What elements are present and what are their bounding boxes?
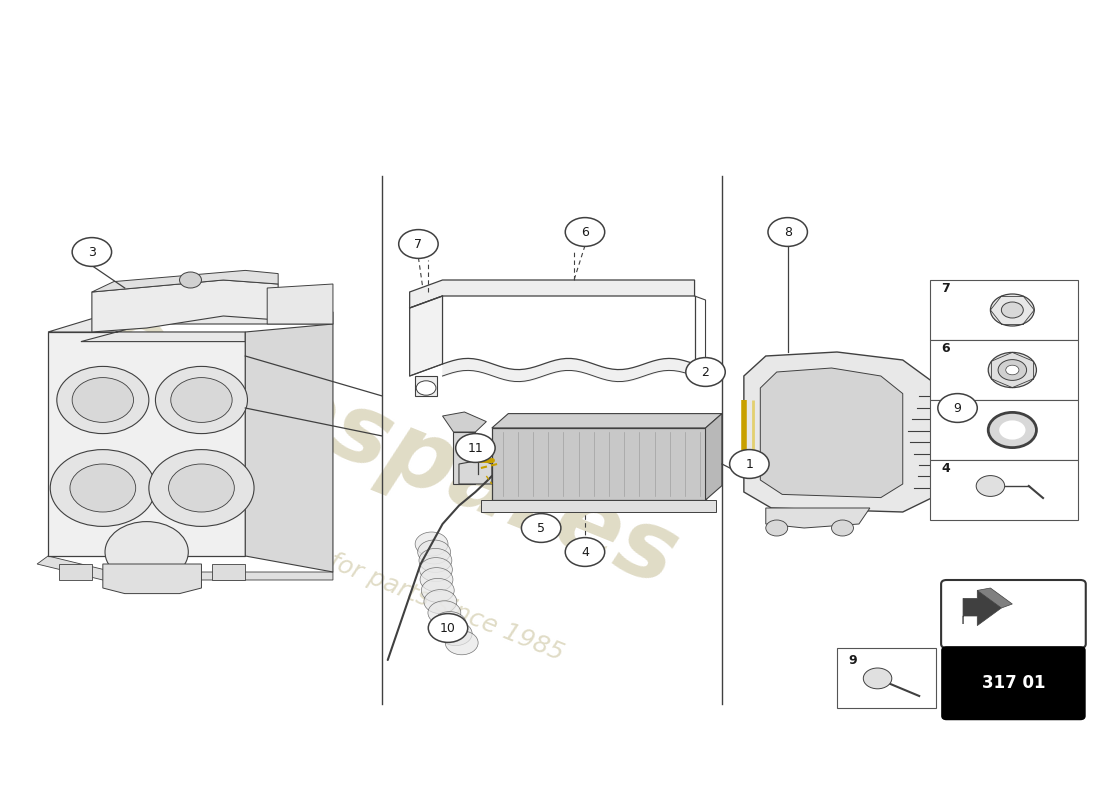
Circle shape [170,378,232,422]
Polygon shape [453,432,475,484]
Circle shape [421,578,454,602]
Circle shape [155,366,248,434]
Text: 1: 1 [746,458,754,470]
Polygon shape [766,508,870,528]
FancyBboxPatch shape [943,647,1085,719]
Polygon shape [59,564,92,580]
Polygon shape [744,352,936,512]
Polygon shape [760,368,903,498]
Polygon shape [409,280,694,308]
Circle shape [428,601,461,625]
Circle shape [73,378,133,422]
Text: 9: 9 [848,654,857,667]
Polygon shape [492,428,705,500]
Circle shape [433,611,466,635]
Circle shape [57,366,149,434]
Polygon shape [977,588,1012,608]
Circle shape [398,230,438,258]
Circle shape [565,538,605,566]
FancyBboxPatch shape [931,340,1078,400]
Text: 2: 2 [702,366,710,378]
FancyBboxPatch shape [931,460,1078,520]
Polygon shape [37,556,333,580]
Circle shape [998,359,1026,380]
Polygon shape [962,590,1001,626]
FancyBboxPatch shape [931,280,1078,340]
Text: 317 01: 317 01 [981,674,1045,692]
Circle shape [168,464,234,512]
Circle shape [446,630,478,654]
Circle shape [420,568,453,592]
Circle shape [988,413,1036,448]
Circle shape [148,450,254,526]
Circle shape [419,558,452,582]
Circle shape [455,434,495,462]
Circle shape [418,540,451,564]
Circle shape [1001,302,1023,318]
Circle shape [832,520,854,536]
Text: 11: 11 [468,442,483,454]
Circle shape [439,622,472,646]
Text: 6: 6 [942,342,949,355]
Circle shape [416,381,436,395]
Circle shape [990,294,1034,326]
Text: 5: 5 [537,522,546,534]
Circle shape [51,450,155,526]
Polygon shape [245,324,333,572]
Text: 4: 4 [942,462,950,475]
Text: 10: 10 [440,622,455,634]
Circle shape [768,218,807,246]
Text: 7: 7 [415,238,422,250]
Circle shape [999,421,1025,440]
Polygon shape [415,376,437,396]
Text: eurospares: eurospares [85,290,691,606]
FancyBboxPatch shape [931,400,1078,460]
Text: 4: 4 [581,546,589,558]
Polygon shape [705,414,722,500]
Text: 3: 3 [88,246,96,258]
Text: a passion for parts since 1985: a passion for parts since 1985 [208,502,568,666]
Circle shape [419,549,452,573]
Circle shape [864,668,892,689]
Text: 6: 6 [581,226,589,238]
Polygon shape [92,280,278,332]
Circle shape [685,358,725,386]
Polygon shape [492,414,722,428]
Circle shape [104,522,188,582]
Polygon shape [267,284,333,324]
Text: 8: 8 [783,226,792,238]
FancyBboxPatch shape [837,648,936,708]
FancyBboxPatch shape [942,580,1086,648]
Circle shape [1005,365,1019,374]
Circle shape [938,394,977,422]
Circle shape [415,532,448,556]
Text: 9: 9 [954,402,961,414]
Circle shape [424,590,456,614]
Polygon shape [481,500,716,512]
Circle shape [729,450,769,478]
Polygon shape [442,412,486,432]
Circle shape [73,238,111,266]
Circle shape [179,272,201,288]
Circle shape [70,464,135,512]
Polygon shape [409,296,442,376]
Circle shape [565,218,605,246]
Circle shape [766,520,788,536]
Circle shape [976,475,1004,496]
Text: 7: 7 [942,282,950,295]
Polygon shape [459,460,492,484]
Polygon shape [102,564,201,594]
Polygon shape [212,564,245,580]
Polygon shape [92,270,278,292]
Circle shape [988,352,1036,387]
Polygon shape [48,312,333,342]
Circle shape [521,514,561,542]
Text: 5: 5 [942,402,950,415]
Circle shape [428,614,468,642]
Polygon shape [48,332,245,556]
